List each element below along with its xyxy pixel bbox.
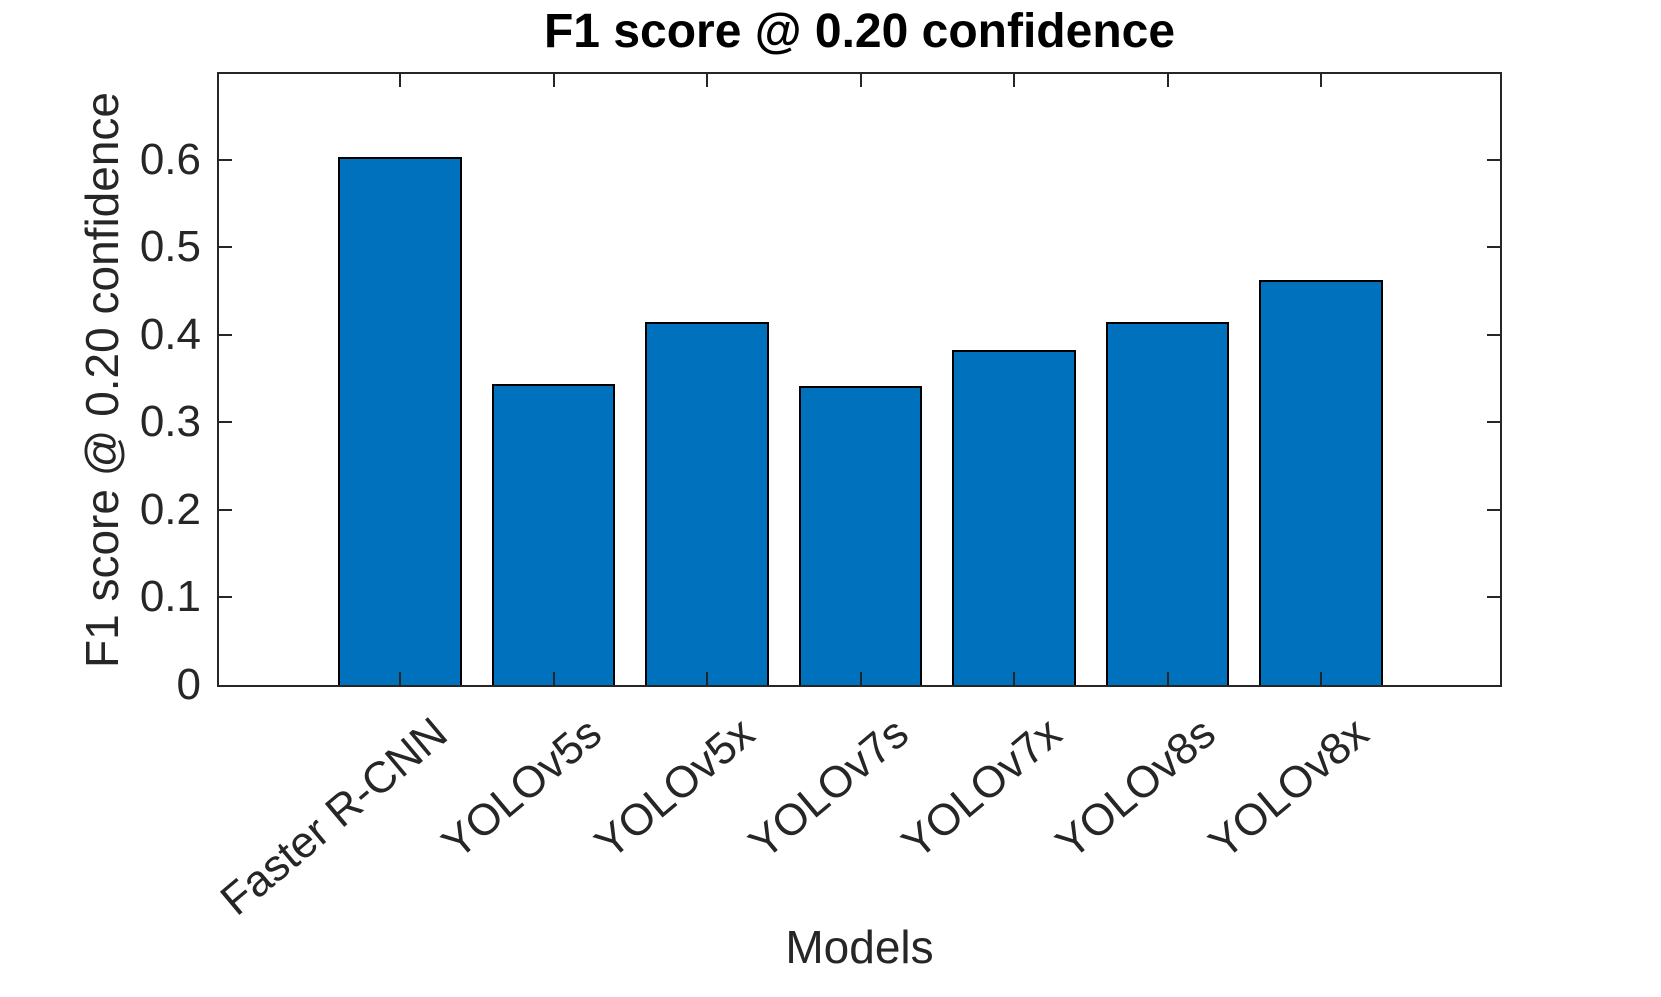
y-axis-tick-mirror: [1487, 158, 1500, 161]
x-tick-label-yolov5x: YOLOv5x: [586, 708, 764, 869]
x-axis-tick-mirror: [1166, 74, 1169, 87]
y-axis-tick-mirror: [1487, 333, 1500, 336]
y-tick-label: 0.3: [139, 397, 201, 447]
bar-faster-r-cnn: [338, 156, 462, 685]
x-tick-label-yolov5s: YOLOv5s: [432, 708, 611, 869]
bar-yolov5s: [491, 383, 616, 685]
bar-yolov7x: [952, 350, 1076, 685]
y-tick-label: 0.6: [139, 134, 201, 184]
x-axis-tick-mirror: [1013, 74, 1015, 87]
x-axis-tick: [859, 672, 862, 685]
x-axis-tick-mirror: [399, 74, 401, 87]
y-axis-tick-mirror: [1487, 421, 1500, 424]
x-axis-label: Models: [785, 921, 934, 973]
y-tick-label: 0.5: [139, 222, 201, 272]
y-axis-tick: [219, 333, 232, 336]
chart-title: F1 score @ 0.20 confidence: [543, 5, 1176, 58]
y-axis-tick: [219, 158, 232, 161]
bar-yolov5x: [645, 322, 769, 685]
x-axis-tick: [1166, 672, 1169, 685]
x-axis-tick: [1320, 672, 1322, 685]
y-axis-tick: [219, 421, 232, 424]
bar-yolov7s: [798, 386, 923, 685]
y-axis-tick-mirror: [1487, 246, 1500, 249]
bar-yolov8s: [1105, 321, 1230, 685]
x-tick-label-faster-r-cnn: Faster R-CNN: [211, 708, 457, 925]
x-axis-tick-mirror: [706, 74, 708, 87]
x-axis-tick: [706, 672, 708, 685]
y-tick-label: 0.4: [139, 309, 201, 359]
x-axis-tick-mirror: [859, 74, 862, 87]
y-axis-tick: [219, 508, 232, 511]
y-tick-label: 0: [176, 660, 201, 709]
y-axis-tick: [219, 596, 232, 599]
x-tick-label-yolov7x: YOLOv7x: [893, 708, 1071, 869]
y-axis-tick-mirror: [1487, 596, 1500, 599]
x-axis-tick: [1013, 672, 1015, 685]
x-tick-label-yolov8s: YOLOv8s: [1046, 708, 1225, 869]
y-tick-label: 0.1: [139, 572, 201, 622]
plot-area: [217, 72, 1502, 687]
y-axis-tick-mirror: [1487, 508, 1500, 511]
x-tick-label-yolov8x: YOLOv8x: [1200, 708, 1378, 869]
bar-yolov8x: [1259, 279, 1383, 685]
x-axis-tick-mirror: [1320, 74, 1322, 87]
x-axis-tick: [552, 672, 555, 685]
x-axis-tick: [399, 672, 401, 685]
x-tick-label-yolov7s: YOLOv7s: [739, 708, 918, 869]
y-tick-label: 0.2: [139, 484, 201, 534]
x-axis-tick-mirror: [552, 74, 555, 87]
y-axis-tick: [219, 246, 232, 249]
